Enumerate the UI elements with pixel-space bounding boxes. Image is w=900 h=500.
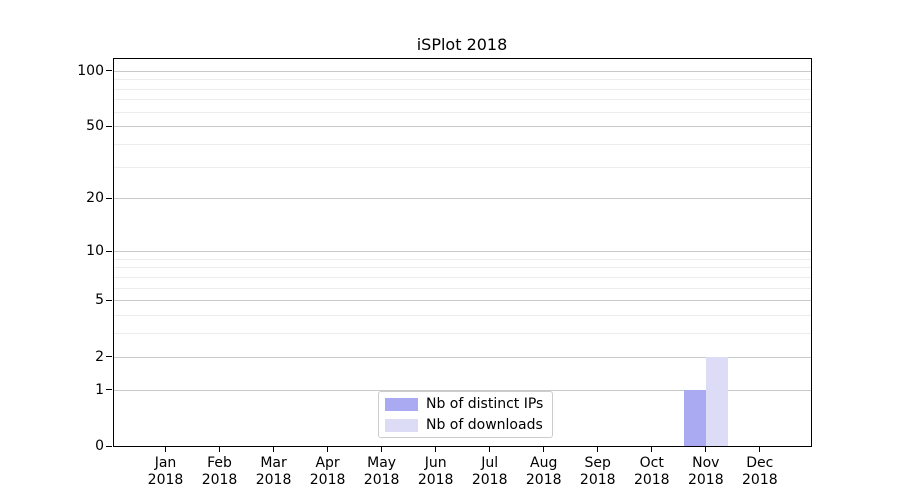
minor-gridline — [114, 88, 811, 90]
major-gridline — [114, 356, 811, 358]
minor-gridline — [114, 99, 811, 101]
y-tick-label: 1 — [95, 381, 104, 398]
minor-gridline — [114, 258, 811, 260]
y-tick-label: 0 — [95, 438, 104, 454]
major-gridline — [114, 251, 811, 253]
x-tick-label: Oct 2018 — [633, 455, 670, 488]
x-tick-label: Mar 2018 — [255, 455, 292, 488]
minor-gridline — [114, 315, 811, 317]
x-tick-label: Sep 2018 — [579, 455, 616, 488]
major-gridline — [114, 198, 811, 200]
legend-item-distinct-ips: Nb of distinct IPs — [385, 396, 552, 412]
major-gridline — [114, 300, 811, 302]
y-tick-label: 20 — [86, 190, 104, 207]
y-tick-label: 2 — [95, 348, 104, 365]
x-tick — [651, 447, 653, 452]
x-tick-label: Jul 2018 — [471, 455, 508, 488]
x-tick — [327, 447, 329, 452]
y-tick — [106, 197, 112, 199]
x-tick-label: Apr 2018 — [309, 455, 346, 488]
x-tick — [705, 447, 707, 452]
chart-title: iSPlot 2018 — [416, 35, 508, 54]
x-tick — [435, 447, 437, 452]
y-tick — [106, 70, 112, 72]
x-tick — [759, 447, 761, 452]
minor-gridline — [114, 287, 811, 289]
bar-distinct-ips — [683, 389, 706, 446]
minor-gridline — [114, 333, 811, 335]
minor-gridline — [114, 166, 811, 168]
legend-label-downloads: Nb of downloads — [426, 417, 543, 433]
minor-gridline — [114, 111, 811, 113]
x-tick — [165, 447, 166, 452]
x-tick — [597, 447, 599, 452]
minor-gridline — [114, 276, 811, 278]
major-gridline — [114, 70, 811, 72]
x-tick-label: Jan 2018 — [147, 455, 184, 488]
minor-gridline — [114, 144, 811, 146]
y-tick — [106, 299, 112, 301]
x-tick — [219, 447, 221, 452]
y-tick — [106, 125, 112, 127]
minor-gridline — [114, 267, 811, 269]
x-tick-label: Nov 2018 — [687, 455, 724, 488]
legend-label-distinct-ips: Nb of distinct IPs — [426, 396, 544, 412]
x-tick — [381, 447, 383, 452]
y-tick-label: 5 — [95, 292, 104, 309]
x-tick — [543, 447, 545, 452]
y-tick-label: 100 — [77, 62, 104, 79]
y-tick — [106, 356, 112, 358]
legend: Nb of distinct IPs Nb of downloads — [378, 391, 553, 438]
plot-area: Nb of distinct IPs Nb of downloads 0 1 2 5 1… — [77, 58, 812, 488]
x-tick-label: Dec 2018 — [742, 455, 778, 488]
x-tick — [489, 447, 491, 452]
x-tick-label: Feb 2018 — [201, 455, 238, 488]
x-tick-label: Jun 2018 — [417, 455, 454, 488]
x-tick-label: Aug 2018 — [525, 455, 562, 488]
y-tick — [106, 389, 112, 391]
y-tick-label: 50 — [86, 118, 104, 135]
minor-gridline — [114, 79, 811, 81]
y-tick-label: 10 — [86, 243, 104, 260]
major-gridline — [114, 389, 811, 391]
legend-item-downloads: Nb of downloads — [385, 417, 552, 433]
legend-swatch-distinct-ips — [385, 397, 418, 411]
bar-downloads — [705, 356, 728, 446]
major-gridline — [114, 126, 811, 128]
x-tick-label: May 2018 — [363, 455, 400, 488]
x-tick — [273, 447, 275, 452]
y-tick — [106, 445, 112, 447]
legend-swatch-downloads — [385, 418, 418, 432]
y-tick — [106, 250, 112, 252]
